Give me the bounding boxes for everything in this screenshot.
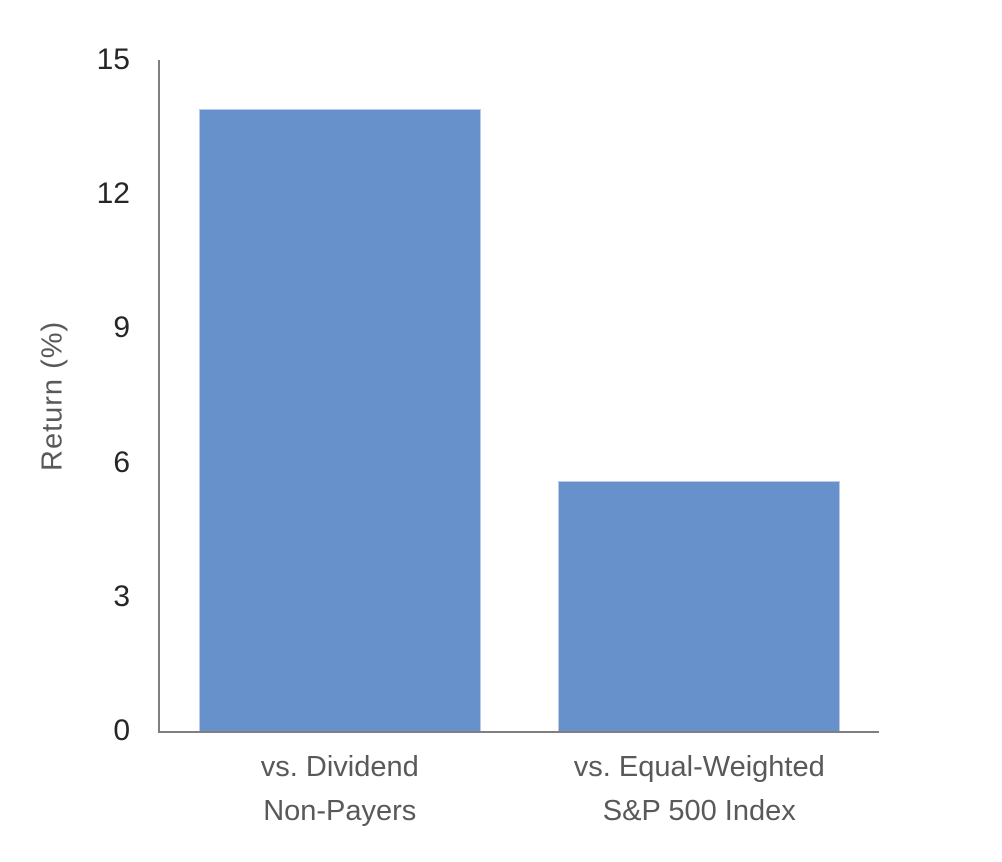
y-axis-ticks: 0 3 6 9 12 15: [0, 45, 144, 746]
plot-area: [158, 60, 879, 733]
bar-1: [198, 109, 481, 731]
x-axis-labels: vs. Dividend Non-Payers vs. Equal-Weighte…: [160, 745, 879, 833]
x-category-label: vs. Equal-Weighted S&P 500 Index: [573, 751, 825, 827]
y-tick-label: 15: [96, 43, 130, 76]
y-tick-label: 6: [113, 445, 130, 479]
y-tick-label: 12: [96, 177, 130, 211]
bar-slot: [520, 60, 880, 731]
y-tick-label: 9: [113, 311, 130, 345]
bar-slot: [160, 60, 520, 731]
y-tick-label: 3: [113, 579, 130, 613]
bar-2: [558, 480, 841, 731]
y-tick-label: 0: [113, 714, 130, 747]
x-category-label: vs. Dividend Non-Payers: [260, 751, 419, 827]
